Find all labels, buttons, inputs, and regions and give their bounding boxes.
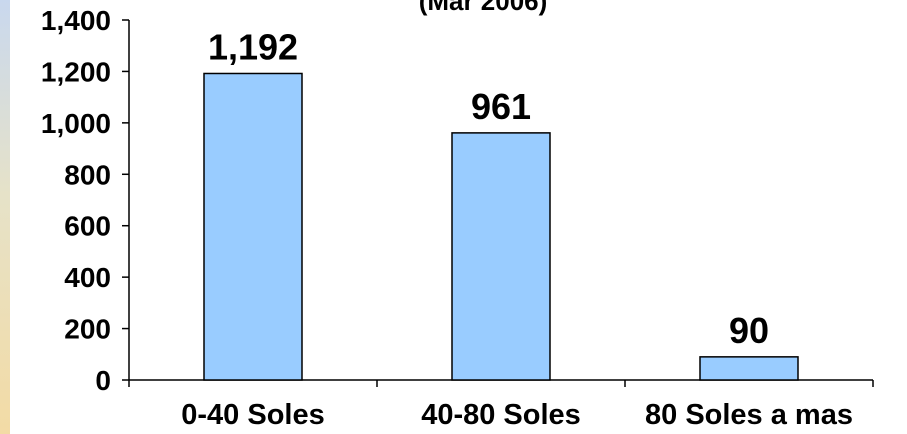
y-tick-label: 1,000 xyxy=(41,108,111,139)
y-tick-label: 1,200 xyxy=(41,56,111,87)
y-tick-label: 800 xyxy=(64,159,111,190)
data-label: 90 xyxy=(729,310,769,351)
chart-title: (Mar 2006) xyxy=(419,0,548,16)
y-tick-label: 400 xyxy=(64,262,111,293)
bars: 1,192 961 90 xyxy=(203,26,799,381)
x-category-label: 40-80 Soles xyxy=(421,399,581,431)
y-axis: 0 200 400 600 800 1,000 1,200 1,400 xyxy=(41,5,130,396)
y-tick-label: 0 xyxy=(95,365,111,396)
y-tick-label: 600 xyxy=(64,211,111,242)
bar xyxy=(451,132,551,381)
slide-edge-strip xyxy=(0,0,10,434)
data-label: 961 xyxy=(471,86,531,127)
y-tick-label: 1,400 xyxy=(41,5,111,36)
data-label: 1,192 xyxy=(208,26,298,67)
bar xyxy=(203,72,303,381)
y-tick-label: 200 xyxy=(64,314,111,345)
x-category-label: 0-40 Soles xyxy=(181,399,324,431)
x-axis: 0-40 Soles 40-80 Soles 80 Soles a mas xyxy=(128,379,874,431)
bar xyxy=(699,356,799,381)
x-category-label: 80 Soles a mas xyxy=(645,399,853,431)
